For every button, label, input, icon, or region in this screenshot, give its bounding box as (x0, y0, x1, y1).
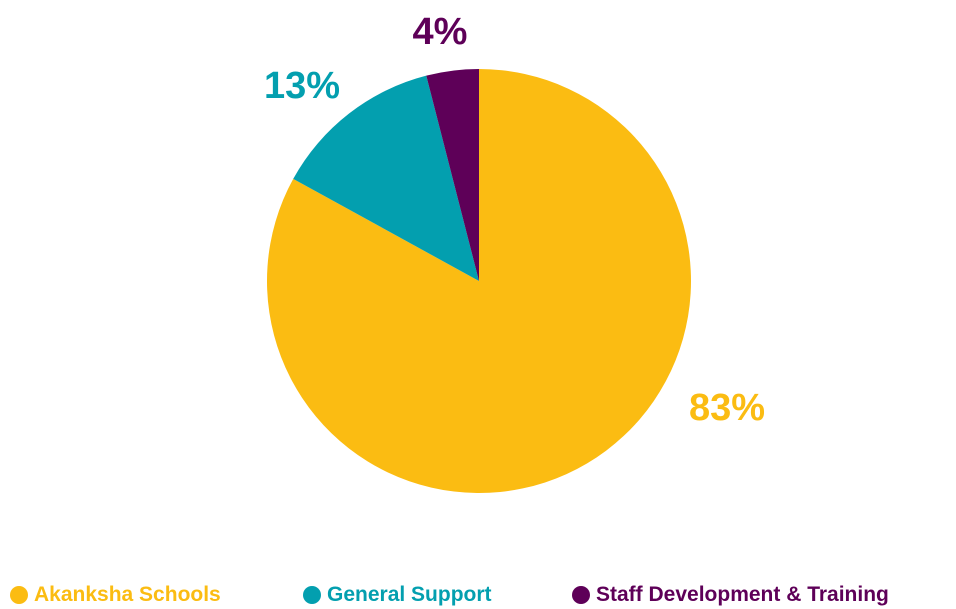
pie-slice-staff-development-training (426, 69, 479, 281)
legend-label-staff-development-training: Staff Development & Training (596, 583, 889, 606)
data-label-staff-development-training: 4% (413, 11, 468, 53)
chart-legend: Akanksha Schools General Support Staff D… (0, 583, 956, 609)
data-label-general-support: 13% (264, 65, 340, 107)
pie-slice-general-support (293, 75, 479, 281)
legend-label-general-support: General Support (327, 583, 492, 606)
legend-swatch-staff-development-training (572, 586, 590, 604)
legend-swatch-akanksha-schools (10, 586, 28, 604)
legend-item-staff-development-training: Staff Development & Training (572, 583, 889, 607)
data-label-akanksha-schools: 83% (689, 387, 765, 429)
legend-label-akanksha-schools: Akanksha Schools (34, 583, 221, 606)
legend-item-akanksha-schools: Akanksha Schools (10, 583, 221, 607)
legend-item-general-support: General Support (303, 583, 492, 607)
legend-swatch-general-support (303, 586, 321, 604)
pie-slice-akanksha-schools (266, 69, 691, 493)
